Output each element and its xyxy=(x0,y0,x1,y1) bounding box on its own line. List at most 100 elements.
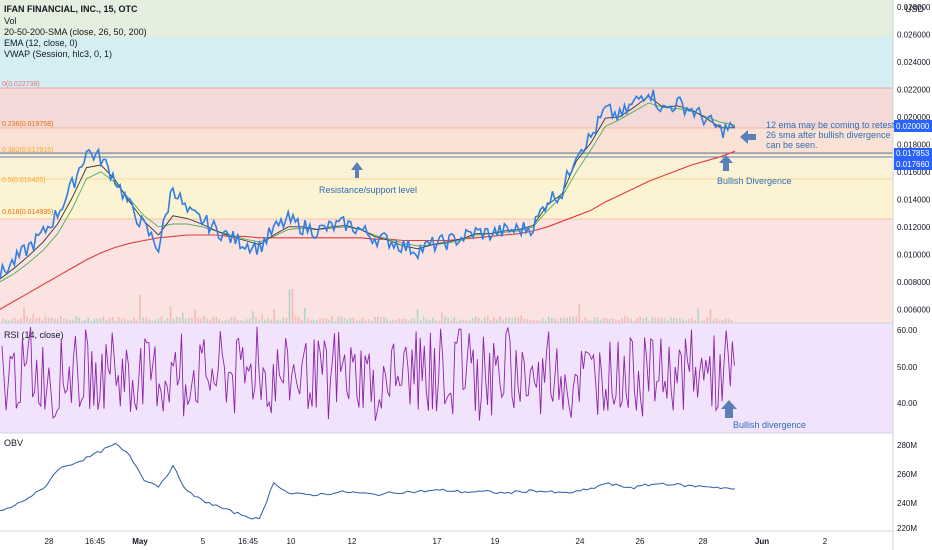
volume-bar xyxy=(273,308,276,323)
volume-bar xyxy=(508,317,510,323)
volume-bar xyxy=(111,316,114,323)
rsi-tick-40: 40.00 xyxy=(897,399,918,408)
volume-bar xyxy=(191,317,193,323)
volume-bar xyxy=(197,317,199,323)
volume-bar xyxy=(462,319,465,323)
volume-bar xyxy=(727,319,730,323)
price-tick-7: 0.014000 xyxy=(897,195,931,204)
volume-bar xyxy=(93,318,96,323)
price-line xyxy=(0,89,736,279)
volume-bar xyxy=(371,320,373,323)
volume-bar xyxy=(151,320,154,323)
volume-bar xyxy=(407,320,410,323)
volume-bar xyxy=(242,320,245,323)
volume-bar xyxy=(612,318,614,323)
volume-bar xyxy=(712,319,715,323)
ema-note-arrow-icon xyxy=(740,130,756,144)
volume-bar xyxy=(541,318,544,323)
obv-title: OBV xyxy=(4,438,23,448)
price-tick-4: 0.020000 xyxy=(897,113,931,122)
volume-bar xyxy=(63,318,65,323)
volume-bar xyxy=(483,317,486,323)
time-tick-8: 19 xyxy=(491,537,500,546)
volume-bar xyxy=(105,320,108,323)
volume-bar xyxy=(346,319,349,323)
volume-bar xyxy=(294,316,297,323)
volume-bar xyxy=(75,316,77,323)
fib-label-05: 0.5(0.016425) xyxy=(2,177,46,184)
time-tick-9: 24 xyxy=(576,537,585,546)
volume-bar xyxy=(621,318,623,323)
volume-bar xyxy=(142,317,144,323)
volume-bar xyxy=(685,320,687,323)
volume-bar xyxy=(578,304,581,323)
volume-bar xyxy=(313,319,315,323)
rsi-tick-60: 60.00 xyxy=(897,326,918,335)
volume-bar xyxy=(81,320,83,323)
volume-bar xyxy=(383,317,385,323)
volume-bar xyxy=(291,289,294,323)
volume-bar xyxy=(587,319,590,323)
volume-bar xyxy=(605,317,608,323)
volume-bar xyxy=(300,319,303,323)
volume-bar xyxy=(50,317,53,323)
volume-bar xyxy=(590,320,593,323)
volume-bar xyxy=(14,317,16,323)
volume-bar xyxy=(212,316,215,323)
volume-bar xyxy=(456,320,459,323)
volume-bar xyxy=(544,320,547,323)
resistance-arrow-icon xyxy=(351,162,363,178)
volume-bar xyxy=(676,318,678,323)
volume-bar xyxy=(246,319,248,323)
volume-bar xyxy=(636,318,638,323)
volume-bar xyxy=(319,318,321,323)
volume-bar xyxy=(633,320,635,323)
volume-bar xyxy=(203,316,205,323)
time-tick-2: May xyxy=(132,537,148,546)
volume-bar xyxy=(148,319,150,323)
volume-bar xyxy=(575,316,577,323)
volume-bar xyxy=(517,317,520,323)
volume-bar xyxy=(96,318,99,323)
volume-bar xyxy=(337,316,340,323)
volume-bar xyxy=(444,316,446,323)
volume-bars xyxy=(2,289,733,323)
volume-bar xyxy=(395,319,398,323)
volume-bar xyxy=(416,309,419,323)
volume-bar xyxy=(303,307,306,323)
volume-bar xyxy=(429,320,431,323)
price-tick-2: 0.024000 xyxy=(897,58,931,67)
volume-bar xyxy=(526,319,529,323)
rsi-series-group xyxy=(1,326,735,421)
volume-bar xyxy=(172,318,175,323)
time-tick-1: 16:45 xyxy=(85,537,106,546)
volume-bar xyxy=(502,319,504,323)
price-tick-1: 0.026000 xyxy=(897,30,931,39)
price-badge-2: 0.017660 xyxy=(894,159,932,170)
rsi-title: RSI (14, close) xyxy=(4,330,64,340)
price-tick-8: 0.012000 xyxy=(897,223,931,232)
volume-bar xyxy=(364,320,367,323)
volume-bar xyxy=(425,318,428,323)
price-tick-10: 0.008000 xyxy=(897,278,931,287)
volume-bar xyxy=(493,317,495,323)
volume-bar xyxy=(496,319,498,323)
price-tick-6: 0.016000 xyxy=(897,168,931,177)
time-tick-4: 16:45 xyxy=(238,537,259,546)
price-tick-11: 0.006000 xyxy=(897,305,931,314)
volume-bar xyxy=(514,317,516,323)
volume-bar xyxy=(639,316,642,323)
volume-bar xyxy=(730,320,733,323)
volume-bar xyxy=(11,318,13,323)
time-tick-0: 28 xyxy=(45,537,54,546)
volume-bar xyxy=(322,318,324,323)
volume-bar xyxy=(120,318,123,323)
volume-bar xyxy=(691,317,693,323)
ema-note-line-1: 12 ema may be coming to retest xyxy=(766,120,895,130)
volume-bar xyxy=(673,317,675,323)
time-tick-6: 12 xyxy=(348,537,357,546)
volume-bar xyxy=(206,319,208,323)
indicator-vol: Vol xyxy=(4,16,17,26)
time-tick-10: 26 xyxy=(636,537,645,546)
